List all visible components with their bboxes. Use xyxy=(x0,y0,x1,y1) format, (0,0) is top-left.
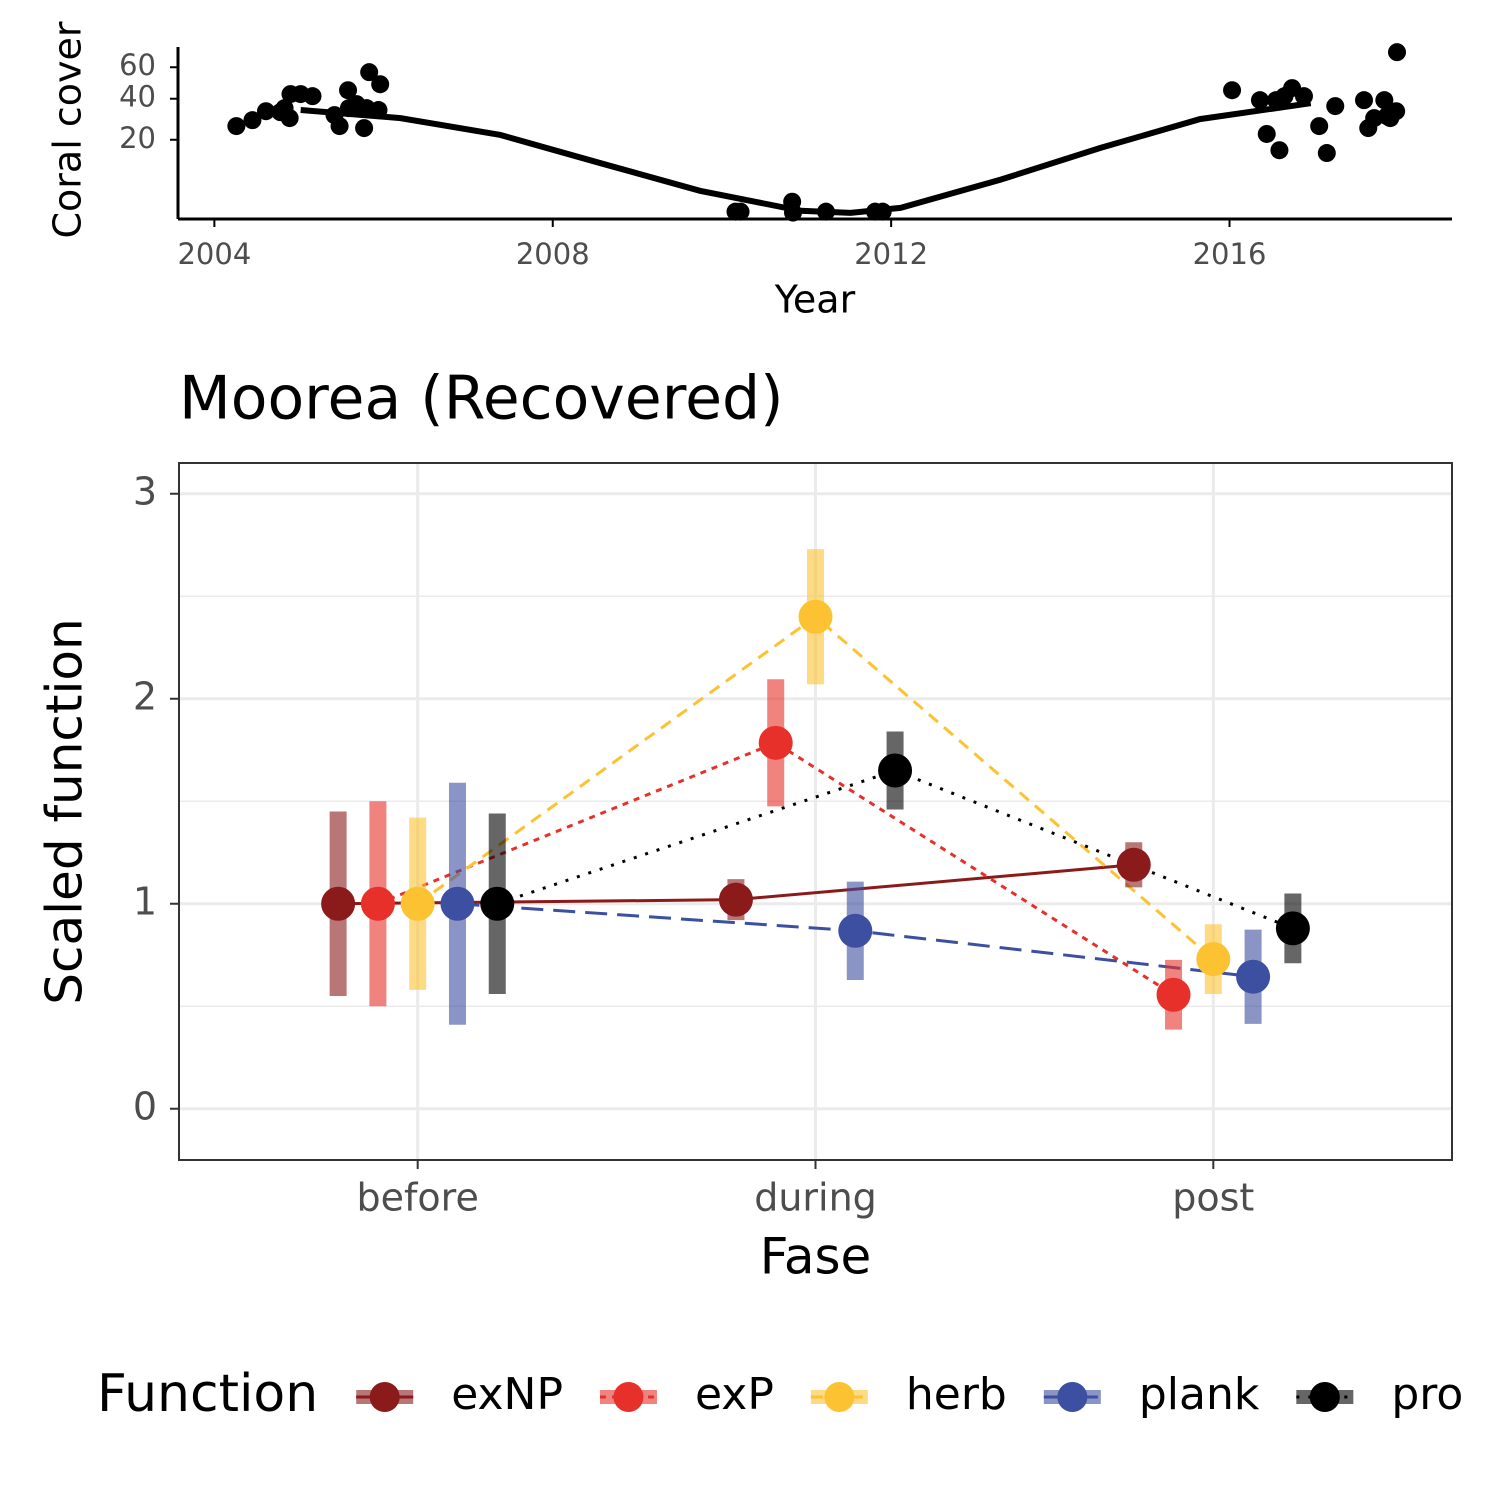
point xyxy=(758,725,793,760)
point xyxy=(321,886,356,921)
point xyxy=(838,913,873,948)
point xyxy=(243,111,262,130)
x-tick-label: 2008 xyxy=(516,237,590,271)
point xyxy=(1326,97,1345,116)
legend-item: exP xyxy=(599,1369,774,1420)
legend-key-point xyxy=(824,1382,855,1412)
panel-border xyxy=(178,462,1453,1161)
point xyxy=(1156,977,1191,1012)
point xyxy=(480,886,515,921)
point xyxy=(1257,124,1276,143)
x-axis-title: Fase xyxy=(760,1228,872,1286)
point xyxy=(1116,847,1151,882)
y-axis-title: Coral cover xyxy=(46,21,90,238)
point xyxy=(360,886,395,921)
legend-label: exNP xyxy=(451,1369,563,1420)
x-axis-title: Year xyxy=(774,278,856,322)
x-tick-label: before xyxy=(357,1176,479,1220)
point xyxy=(355,119,374,138)
y-axis-title: Scaled function xyxy=(36,618,94,1004)
x-tick-label: 2012 xyxy=(854,237,928,271)
point xyxy=(1275,911,1310,946)
legend-key-point xyxy=(613,1382,644,1412)
y-tick-label: 60 xyxy=(119,48,156,82)
point xyxy=(1375,91,1394,110)
legend-key-point xyxy=(1057,1382,1088,1412)
point xyxy=(873,202,892,221)
chart-title: Moorea (Recovered) xyxy=(179,364,783,434)
point xyxy=(798,599,833,634)
point xyxy=(816,202,835,221)
legend-item: plank xyxy=(1043,1369,1260,1420)
point xyxy=(339,81,358,100)
point xyxy=(1355,91,1374,110)
point xyxy=(369,101,388,120)
point xyxy=(731,202,750,221)
legend-key-point xyxy=(1309,1382,1340,1412)
point xyxy=(718,882,753,917)
y-tick-label: 1 xyxy=(133,879,157,923)
point xyxy=(1317,144,1336,163)
point xyxy=(1223,81,1242,100)
point xyxy=(1294,87,1313,106)
point xyxy=(1387,102,1406,121)
point xyxy=(440,886,475,921)
x-tick-label: post xyxy=(1172,1176,1254,1220)
y-tick-label: 40 xyxy=(119,80,156,114)
point xyxy=(280,109,299,128)
legend-key-point xyxy=(369,1382,400,1412)
point xyxy=(360,63,379,82)
point xyxy=(1270,141,1289,160)
legend-label: plank xyxy=(1139,1369,1260,1420)
x-tick-label: 2004 xyxy=(177,237,251,271)
y-tick-label: 0 xyxy=(133,1084,157,1128)
point xyxy=(784,203,803,222)
point xyxy=(1310,117,1329,136)
x-tick-label: during xyxy=(754,1176,877,1220)
point xyxy=(256,102,275,121)
legend-item: pro xyxy=(1296,1369,1463,1420)
point xyxy=(371,75,390,94)
x-tick-label: 2016 xyxy=(1193,237,1267,271)
legend-label: exP xyxy=(695,1369,774,1420)
y-tick-label: 2 xyxy=(133,674,157,718)
point xyxy=(1236,959,1271,994)
point xyxy=(400,886,435,921)
point xyxy=(227,117,246,136)
y-tick-label: 20 xyxy=(119,121,156,155)
legend-label: pro xyxy=(1391,1369,1463,1420)
legend-item: exNP xyxy=(356,1369,563,1420)
point xyxy=(1196,942,1231,977)
legend-label: herb xyxy=(906,1369,1007,1420)
point xyxy=(1388,43,1407,62)
legend-item: herb xyxy=(810,1369,1007,1420)
legend-title: Function xyxy=(97,1364,318,1424)
y-tick-label: 3 xyxy=(133,469,157,513)
point xyxy=(303,87,322,106)
point xyxy=(878,753,913,788)
point xyxy=(330,117,349,136)
point xyxy=(1250,91,1269,110)
